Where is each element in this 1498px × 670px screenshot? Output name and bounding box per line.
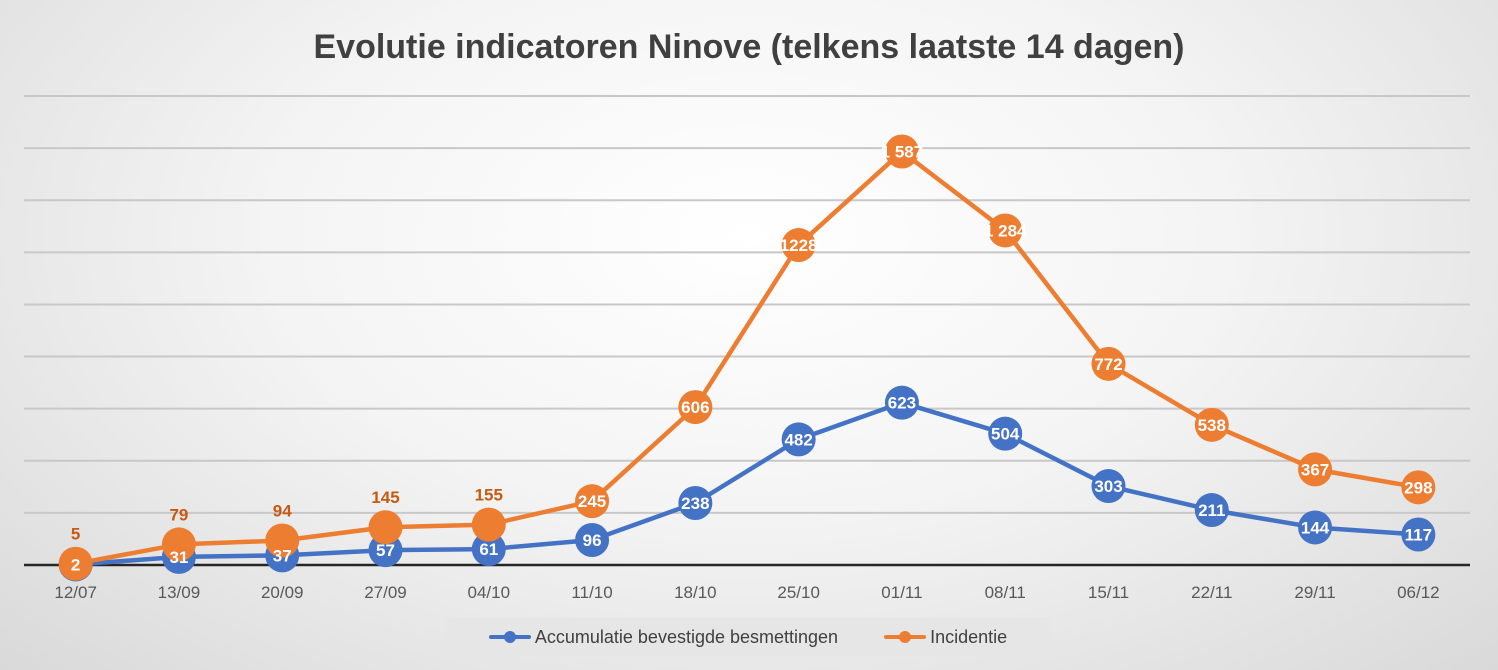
x-tick-label: 20/09 (261, 583, 304, 602)
data-label: 538 (1198, 416, 1226, 435)
x-axis-ticks: 12/07 13/09 20/09 27/09 04/10 11/10 18/10 25/10… (54, 583, 1439, 602)
data-point[interactable] (471, 507, 506, 542)
data-point[interactable] (884, 385, 919, 420)
x-tick-label: 27/09 (364, 583, 407, 602)
x-tick-label: 18/10 (674, 583, 717, 602)
legend-label: Accumulatie bevestigde besmettingen (534, 626, 839, 647)
data-label: 155 (475, 486, 503, 505)
data-label: 1228 (780, 236, 818, 255)
data-point[interactable] (471, 532, 506, 567)
x-tick-label: 11/10 (571, 583, 612, 602)
data-point[interactable] (265, 523, 300, 558)
data-point[interactable] (1401, 470, 1436, 505)
data-label: 238 (681, 494, 709, 513)
data-point[interactable] (781, 228, 816, 263)
series-line (75, 149, 1419, 566)
data-label: 504 (991, 425, 1020, 444)
data-point[interactable] (781, 422, 816, 457)
series-line (75, 400, 1419, 567)
legend-item-accumulatie[interactable]: Accumulatie bevestigde besmettingen (488, 626, 839, 648)
data-label: 31 (169, 548, 188, 567)
x-tick-label: 22/11 (1191, 583, 1232, 602)
x-tick-label: 12/07 (54, 583, 97, 602)
data-label: 145 (371, 488, 399, 507)
x-tick-label: 25/10 (777, 583, 820, 602)
series-0 (58, 385, 1436, 582)
x-tick-label: 29/11 (1294, 583, 1335, 602)
series-group (58, 134, 1436, 582)
data-label: 5 (71, 525, 80, 544)
data-label: 298 (1404, 478, 1432, 497)
legend-item-incidentie[interactable]: Incidentie (884, 627, 1007, 648)
data-label: 94 (273, 502, 292, 521)
data-point[interactable] (1298, 452, 1333, 487)
data-point[interactable] (988, 416, 1023, 451)
data-label: 144 (1301, 518, 1330, 537)
data-point[interactable] (678, 485, 713, 520)
data-labels-group: 2 31 37 57 61 96 238 482 623 504 303 211 144 117 5 79 94… (71, 142, 1433, 574)
data-point[interactable] (1401, 517, 1436, 552)
data-label: 303 (1094, 477, 1122, 496)
chart-title: Evolutie indicatoren Ninove (telkens laa… (313, 28, 1184, 66)
data-point[interactable] (988, 213, 1023, 248)
data-label: 367 (1301, 460, 1329, 479)
data-point[interactable] (1091, 346, 1126, 381)
data-point[interactable] (368, 510, 403, 545)
data-label: 96 (583, 531, 602, 550)
series-1 (58, 134, 1436, 581)
data-label: 2 (71, 555, 80, 574)
x-tick-label: 06/12 (1397, 583, 1440, 602)
data-label: 37 (273, 546, 292, 565)
data-label: 1 284 (984, 221, 1027, 240)
data-label: 57 (376, 541, 395, 560)
data-label: 772 (1094, 355, 1122, 374)
legend-marker-blue (488, 631, 531, 643)
data-label: 61 (479, 540, 498, 559)
data-label: 245 (578, 492, 606, 511)
x-tick-label: 04/10 (468, 583, 511, 602)
data-point[interactable] (678, 390, 713, 425)
data-point[interactable] (1194, 407, 1229, 442)
data-point[interactable] (161, 527, 196, 562)
x-tick-label: 01/11 (881, 583, 922, 602)
data-label: 623 (888, 394, 916, 413)
x-tick-label: 15/11 (1088, 583, 1129, 602)
data-label: 482 (784, 430, 812, 449)
x-tick-label: 08/11 (985, 583, 1026, 602)
data-point[interactable] (58, 546, 93, 581)
data-label: 1 587 (881, 142, 924, 161)
legend-label: Incidentie (930, 626, 1008, 647)
data-point[interactable] (575, 522, 610, 557)
data-point[interactable] (575, 484, 610, 519)
data-point[interactable] (1194, 493, 1229, 528)
data-label: 117 (1405, 526, 1432, 545)
data-label: 79 (169, 505, 188, 524)
gridlines (24, 95, 1470, 567)
x-tick-label: 13/09 (158, 583, 201, 602)
data-point[interactable] (1091, 469, 1126, 504)
data-label: 211 (1198, 501, 1225, 520)
data-label: 606 (681, 398, 709, 417)
data-point[interactable] (884, 134, 919, 169)
legend-marker-orange (884, 631, 927, 643)
data-point[interactable] (1298, 510, 1333, 545)
legend: Accumulatie bevestigde besmettingen Inci… (446, 618, 1050, 656)
